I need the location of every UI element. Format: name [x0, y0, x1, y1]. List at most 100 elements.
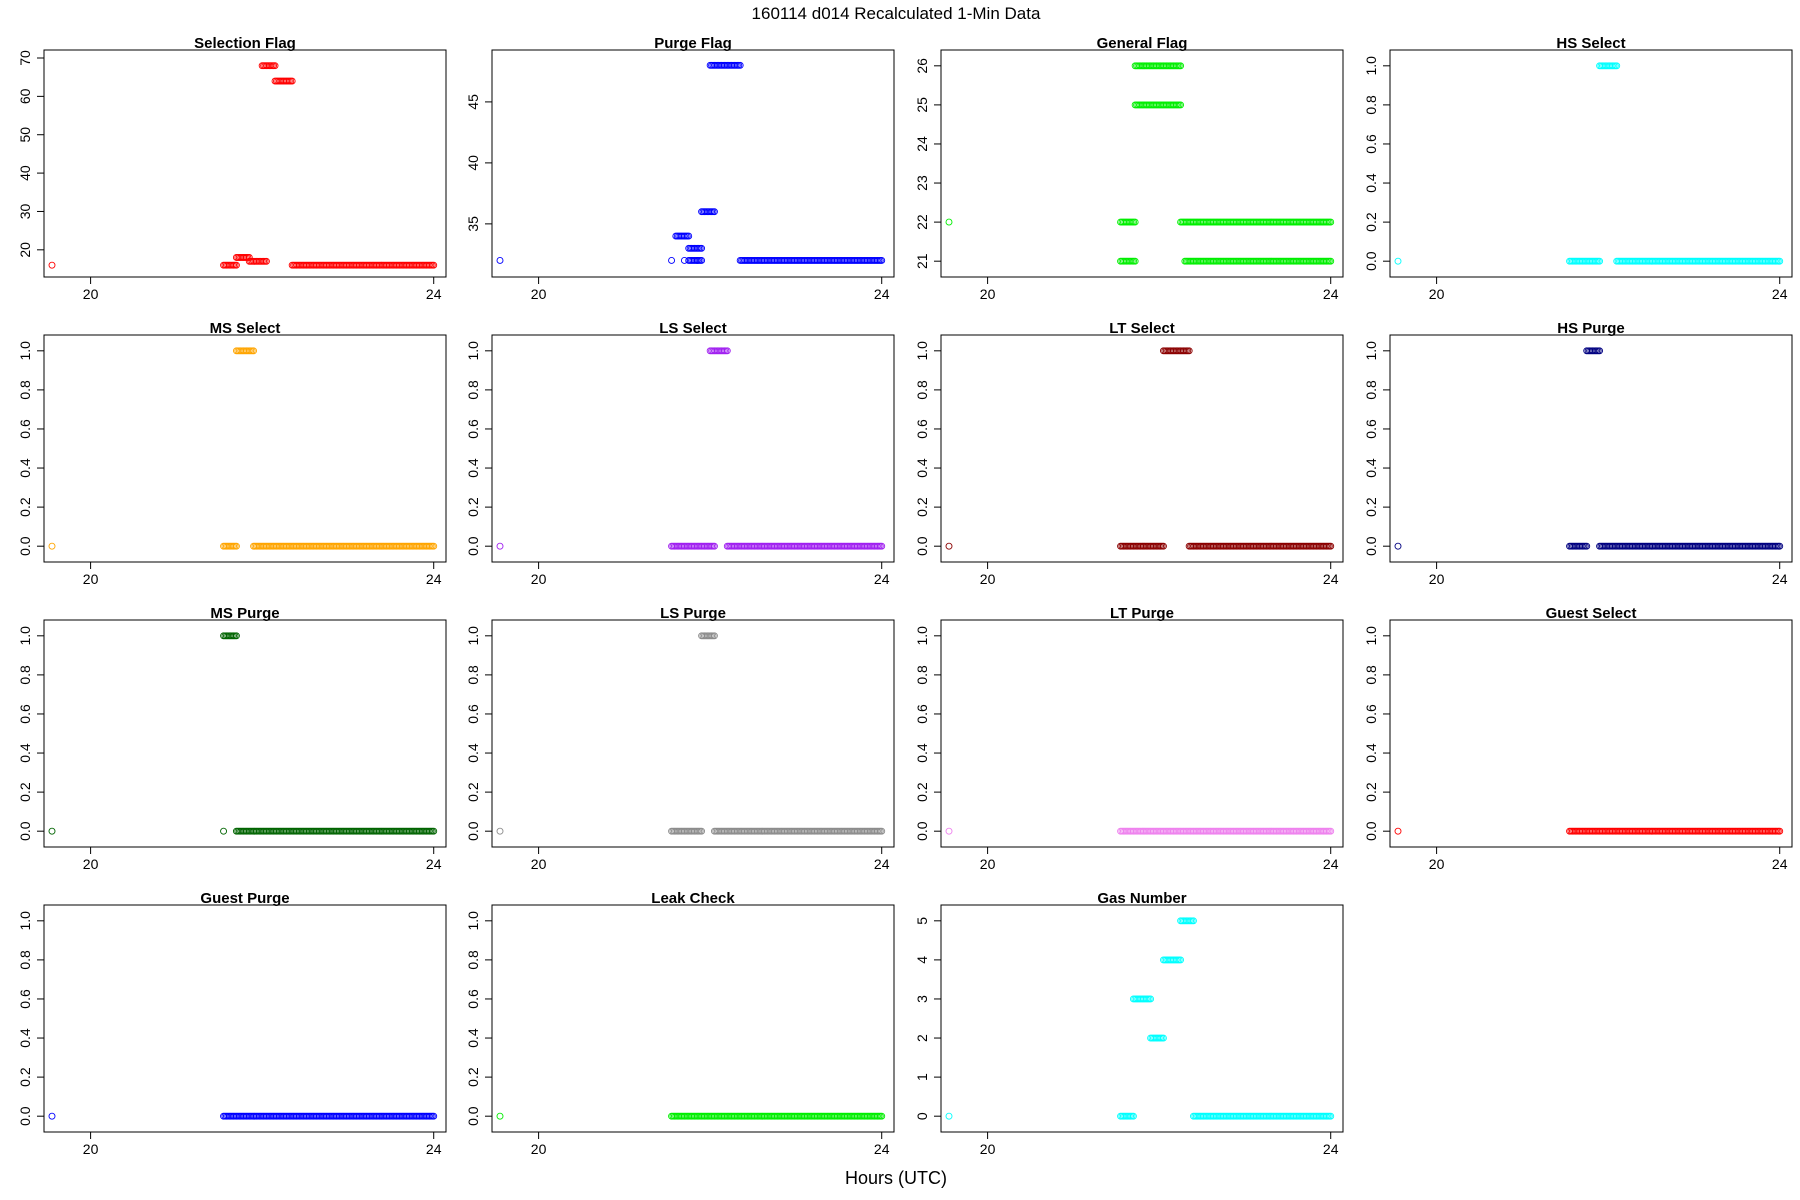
x-tick-label: 20 [980, 286, 996, 302]
plot-frame [43, 49, 447, 278]
data-point [1327, 1112, 1335, 1120]
data-point [232, 632, 240, 640]
x-tick-label: 24 [874, 1141, 890, 1157]
y-tick-label: 0.2 [1363, 212, 1379, 232]
y-tick-label: 0.6 [1363, 704, 1379, 724]
figure-x-axis-label: Hours (UTC) [845, 1168, 947, 1188]
x-tick-label: 24 [426, 1141, 442, 1157]
y-tick-label: 0.8 [1363, 665, 1379, 685]
y-tick-label: 0.2 [17, 1067, 33, 1087]
y-tick-label: 0.0 [465, 821, 481, 841]
panel-title: Guest Select [1546, 605, 1637, 622]
y-tick-label: 4 [914, 956, 930, 964]
y-tick-label: 0.0 [1363, 821, 1379, 841]
data-point [878, 542, 886, 550]
y-tick-label: 0.4 [914, 458, 930, 478]
y-tick-label: 0 [914, 1112, 930, 1120]
data-point [430, 542, 438, 550]
y-tick-label: 23 [914, 175, 930, 191]
y-tick-label: 0.2 [914, 497, 930, 517]
panel-gas-number: Gas Number 0 1 2 3 4 5 20 24 [914, 890, 1344, 1157]
y-tick-label: 0.0 [465, 1106, 481, 1126]
data-point [1131, 257, 1139, 265]
data-point [1394, 542, 1402, 550]
y-tick-label: 0.0 [17, 821, 33, 841]
y-tick-label: 0.8 [465, 950, 481, 970]
data-series [1394, 827, 1784, 835]
panel-ms-purge: MS Purge 0.0 0.2 0.4 0.6 0.8 1.0 20 24 [17, 605, 447, 872]
data-point [1394, 827, 1402, 835]
y-tick-label: 0.6 [17, 704, 33, 724]
data-point [1596, 257, 1604, 265]
y-tick-label: 0.8 [17, 950, 33, 970]
panel-title: LT Select [1109, 320, 1175, 337]
y-tick-label: 0.0 [465, 536, 481, 556]
x-tick-label: 20 [531, 571, 547, 587]
plot-frame [43, 619, 447, 848]
y-tick-label: 0.8 [1363, 95, 1379, 115]
data-series [496, 347, 886, 550]
data-point [496, 257, 504, 264]
data-point [1776, 827, 1784, 835]
y-tick-label: 0.6 [1363, 419, 1379, 439]
panel-guest-purge: Guest Purge 0.0 0.2 0.4 0.6 0.8 1.0 20 24 [17, 890, 447, 1157]
data-point [430, 1112, 438, 1120]
y-tick-label: 0.2 [465, 497, 481, 517]
data-point [1185, 347, 1193, 355]
y-tick-label: 0.2 [1363, 497, 1379, 517]
y-tick-label: 1 [914, 1073, 930, 1081]
y-tick-label: 0.2 [17, 497, 33, 517]
y-tick-label: 0.0 [914, 536, 930, 556]
data-point [1583, 542, 1591, 550]
data-point [496, 827, 504, 835]
data-point [698, 257, 706, 264]
y-tick-label: 0.8 [1363, 380, 1379, 400]
y-tick-label: 0.6 [465, 704, 481, 724]
y-tick-label: 0.0 [17, 1106, 33, 1126]
y-tick-label: 0.2 [465, 1067, 481, 1087]
data-series [496, 61, 886, 264]
x-tick-label: 24 [874, 856, 890, 872]
y-tick-label: 50 [17, 127, 33, 143]
panel-title: MS Select [210, 320, 281, 337]
data-point [262, 257, 270, 265]
data-point [48, 1112, 56, 1120]
y-tick-label: 26 [914, 58, 930, 74]
panel-title: Leak Check [651, 890, 735, 907]
y-tick-label: 40 [17, 165, 33, 181]
data-point [1129, 1112, 1137, 1120]
data-series [1394, 62, 1784, 265]
y-tick-label: 0.4 [1363, 458, 1379, 478]
y-tick-label: 70 [17, 50, 33, 66]
data-point [1327, 257, 1335, 265]
x-tick-label: 20 [1429, 286, 1445, 302]
data-point [48, 827, 56, 835]
panel-title: Guest Purge [200, 890, 289, 907]
data-point [878, 1112, 886, 1120]
y-tick-label: 0.8 [465, 665, 481, 685]
data-point [1177, 62, 1185, 70]
plot-frame [491, 49, 895, 278]
plot-frame [940, 334, 1344, 563]
panel-ms-select: MS Select 0.0 0.2 0.4 0.6 0.8 1.0 20 24 [17, 320, 447, 587]
panel-selection-flag: Selection Flag 20 30 40 50 60 70 20 24 [17, 35, 447, 302]
y-tick-label: 0.4 [914, 743, 930, 763]
data-point [723, 347, 731, 355]
data-point [430, 827, 438, 835]
x-tick-label: 24 [874, 571, 890, 587]
panel-title: Selection Flag [194, 35, 296, 52]
data-point [1394, 257, 1402, 265]
data-point [48, 261, 56, 269]
y-tick-label: 1.0 [465, 626, 481, 646]
y-tick-label: 0.0 [914, 821, 930, 841]
y-tick-label: 40 [465, 155, 481, 171]
y-tick-label: 0.2 [465, 782, 481, 802]
data-series [945, 827, 1335, 835]
panel-hs-purge: HS Purge 0.0 0.2 0.4 0.6 0.8 1.0 20 24 [1363, 320, 1793, 587]
y-tick-label: 0.2 [17, 782, 33, 802]
y-tick-label: 0.6 [17, 419, 33, 439]
data-point [945, 542, 953, 550]
data-point [685, 232, 693, 240]
x-tick-label: 24 [1323, 1141, 1339, 1157]
